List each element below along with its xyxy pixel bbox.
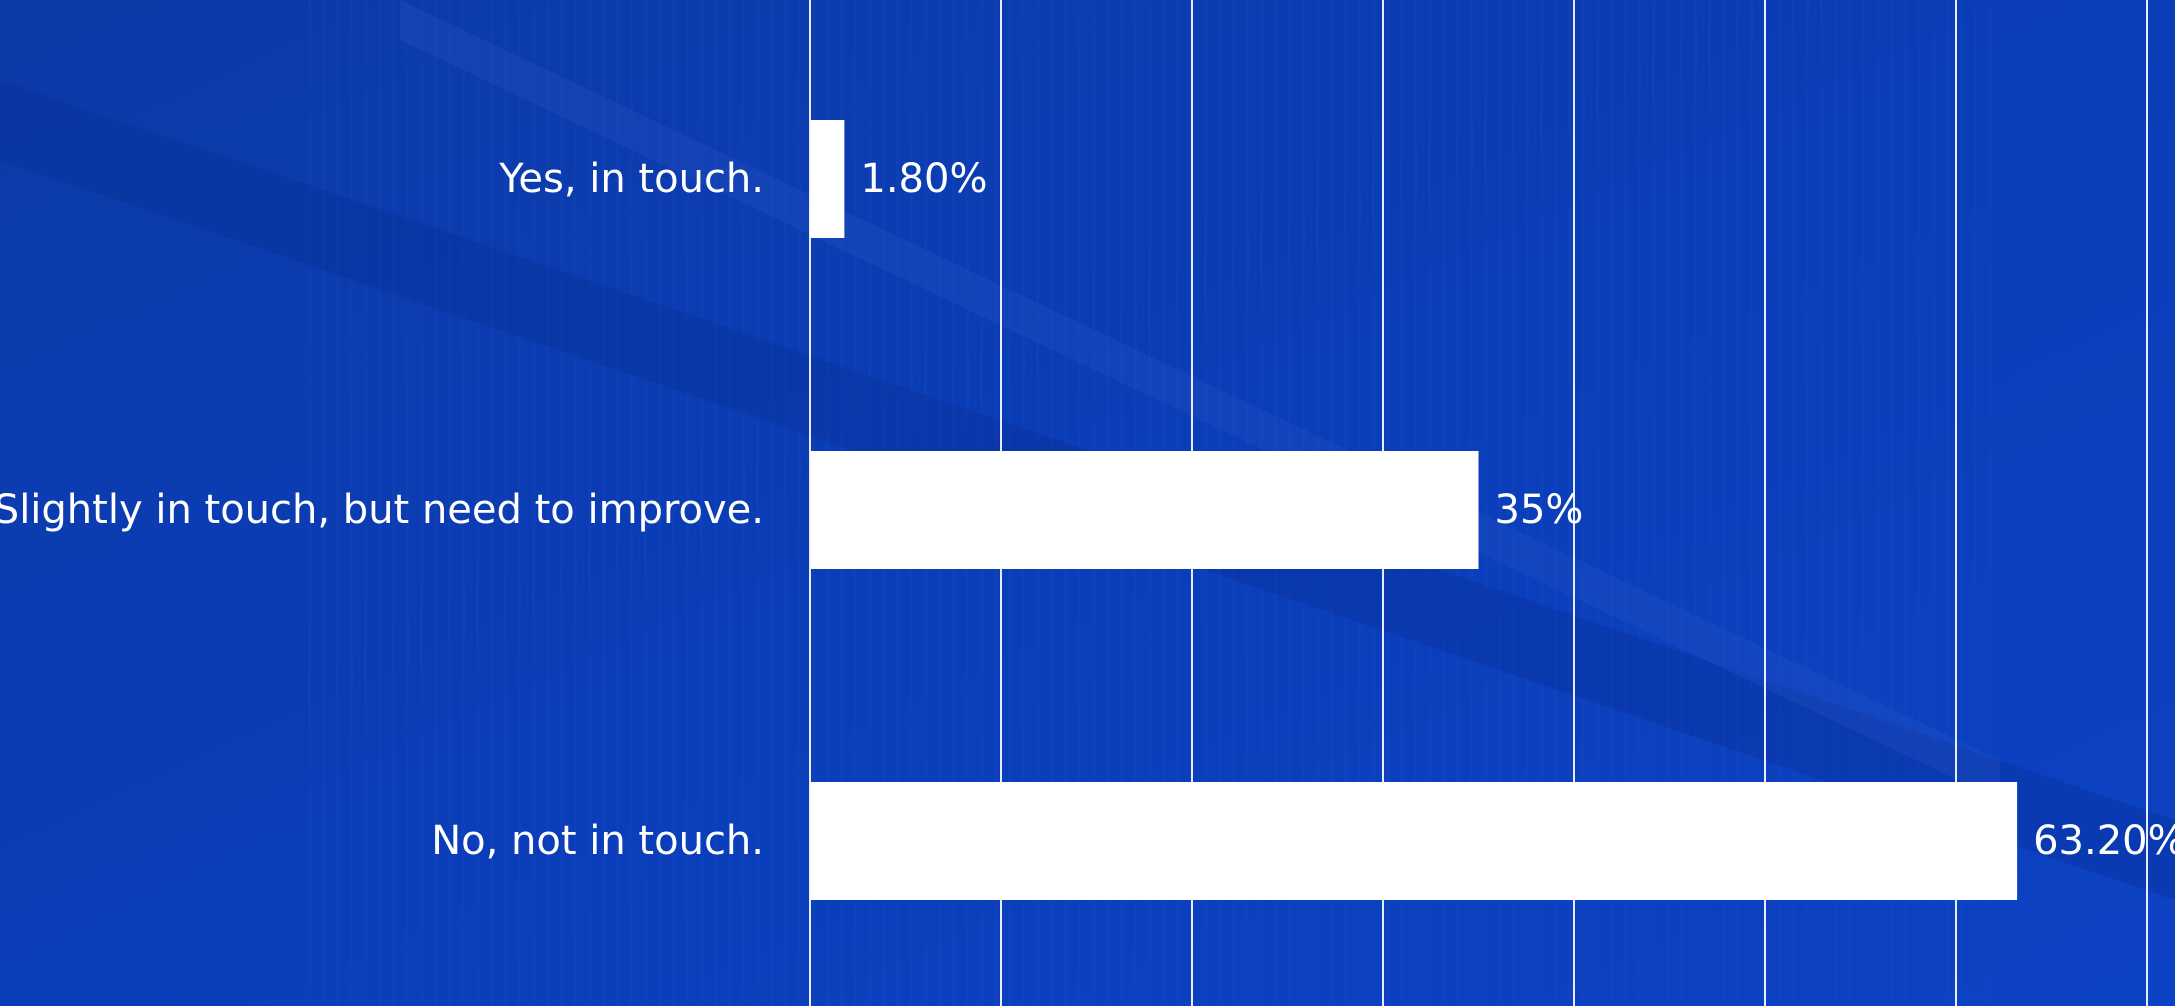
background-beam: [400, 0, 2000, 800]
category-label: Yes, in touch.: [498, 156, 764, 202]
category-label: No, not in touch.: [431, 818, 764, 864]
category-label: Slightly in touch, but need to improve.: [0, 487, 764, 533]
value-label: 63.20%: [2033, 818, 2175, 864]
bar: [810, 120, 845, 238]
value-label: 1.80%: [860, 156, 987, 202]
value-label: 35%: [1495, 487, 1584, 533]
bar: [810, 451, 1479, 569]
bar: [810, 782, 2018, 900]
